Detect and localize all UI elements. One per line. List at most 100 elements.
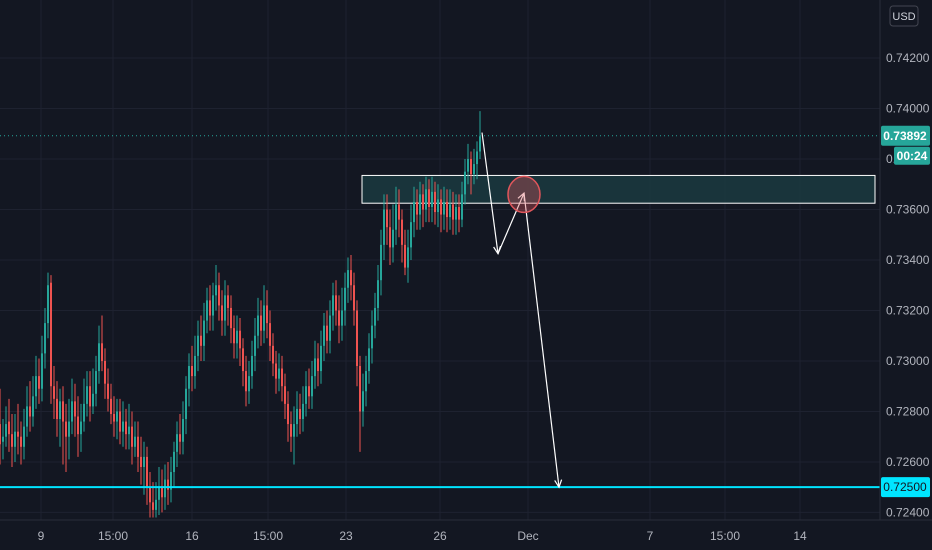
candle-up [296,408,298,425]
candle-down [389,227,391,248]
candle-up [437,199,439,213]
candle-up [92,393,94,407]
candle-up [164,479,166,498]
candle-down [269,323,271,346]
candle-up [320,345,322,372]
candle-up [197,335,199,356]
candle-up [44,323,46,354]
price-axis[interactable] [880,0,932,550]
candle-up [32,396,34,417]
current-price-label: 0.73892 [883,129,927,143]
candle-down [56,398,58,420]
projection-arrow-segment[interactable] [523,193,560,488]
candle-up [473,164,475,175]
candle-up [443,201,445,215]
candle-up [362,391,364,412]
candle-down [74,401,76,417]
time-tick-label: 15:00 [98,529,128,543]
candle-up [170,472,172,490]
candle-down [239,330,241,349]
candle-up [263,305,265,331]
candle-up [248,376,250,392]
candle-down [308,386,310,397]
countdown-label: 00:24 [897,149,928,163]
candle-up [71,401,73,422]
candle-up [86,386,88,404]
candle-up [212,295,214,316]
current-price-badge [881,125,930,146]
candle-up [83,403,85,422]
time-tick-label: 26 [433,529,447,543]
time-tick-label: 15:00 [253,529,283,543]
candle-down [434,191,436,213]
candle-down [218,285,220,306]
candle-up [368,348,370,372]
candle-up [236,330,238,344]
time-axis-ticks: 9 15:00 16 15:00 23 26 Dec 7 15:00 14 [38,529,807,543]
candle-up [392,229,394,248]
candle-down [458,206,460,220]
projection-arrow-segment[interactable] [497,192,525,254]
candle-up [206,300,208,321]
candle-up [383,209,385,245]
overlay-layer[interactable] [0,132,880,489]
candle-down [428,189,430,207]
candle-down [50,282,52,387]
time-tick-label: 15:00 [710,529,740,543]
currency-badge[interactable]: USD [889,5,919,27]
projection-arrow-segment[interactable] [481,132,499,254]
candle-up [224,295,226,321]
candle-up [395,204,397,230]
candle-up [176,434,178,452]
time-tick-label: 23 [339,529,353,543]
candle-down [260,315,262,331]
candle-down [113,413,115,422]
candle-up [254,335,256,356]
candle-down [230,307,232,329]
candle-down [440,199,442,215]
candle-down [11,434,13,447]
candle-down [404,244,406,268]
candle-down [101,343,103,361]
candle-up [461,194,463,220]
candle-up [464,171,466,195]
candle-up [116,411,118,422]
candle-up [332,295,334,316]
candle-up [155,499,157,510]
candle-down [131,426,133,447]
candle-up [59,401,61,420]
price-tick-label: 0.72800 [886,404,930,418]
currency-label: USD [892,11,915,23]
candle-down [161,487,163,498]
candle-down [245,371,247,392]
candle-up [314,358,316,377]
candle-down [179,434,181,442]
candle-up [35,376,37,397]
candle-down [470,159,472,175]
drawings-layer[interactable] [361,174,876,204]
candle-down [416,201,418,215]
price-tick-label: 0.72600 [886,455,930,469]
candle-up [143,456,145,467]
candle-down [356,310,358,367]
candle-up [203,320,205,346]
candle-up [182,419,184,442]
highlight-circle[interactable] [507,175,541,214]
candle-down [53,386,55,399]
arrowhead [554,479,563,489]
time-axis[interactable] [0,520,932,550]
candle-down [275,363,277,379]
candle-up [365,371,367,392]
candle-up [293,424,295,437]
time-tick-label: Dec [517,529,538,543]
candle-up [329,315,331,341]
candle-up [251,355,253,377]
candle-down [335,295,337,311]
candle-down [272,345,274,364]
candle-up [23,426,25,447]
candle-down [386,209,388,228]
price-tick-label: 0.74200 [886,51,930,65]
candle-up [302,403,304,420]
resistance-zone-rectangle[interactable] [361,174,876,204]
